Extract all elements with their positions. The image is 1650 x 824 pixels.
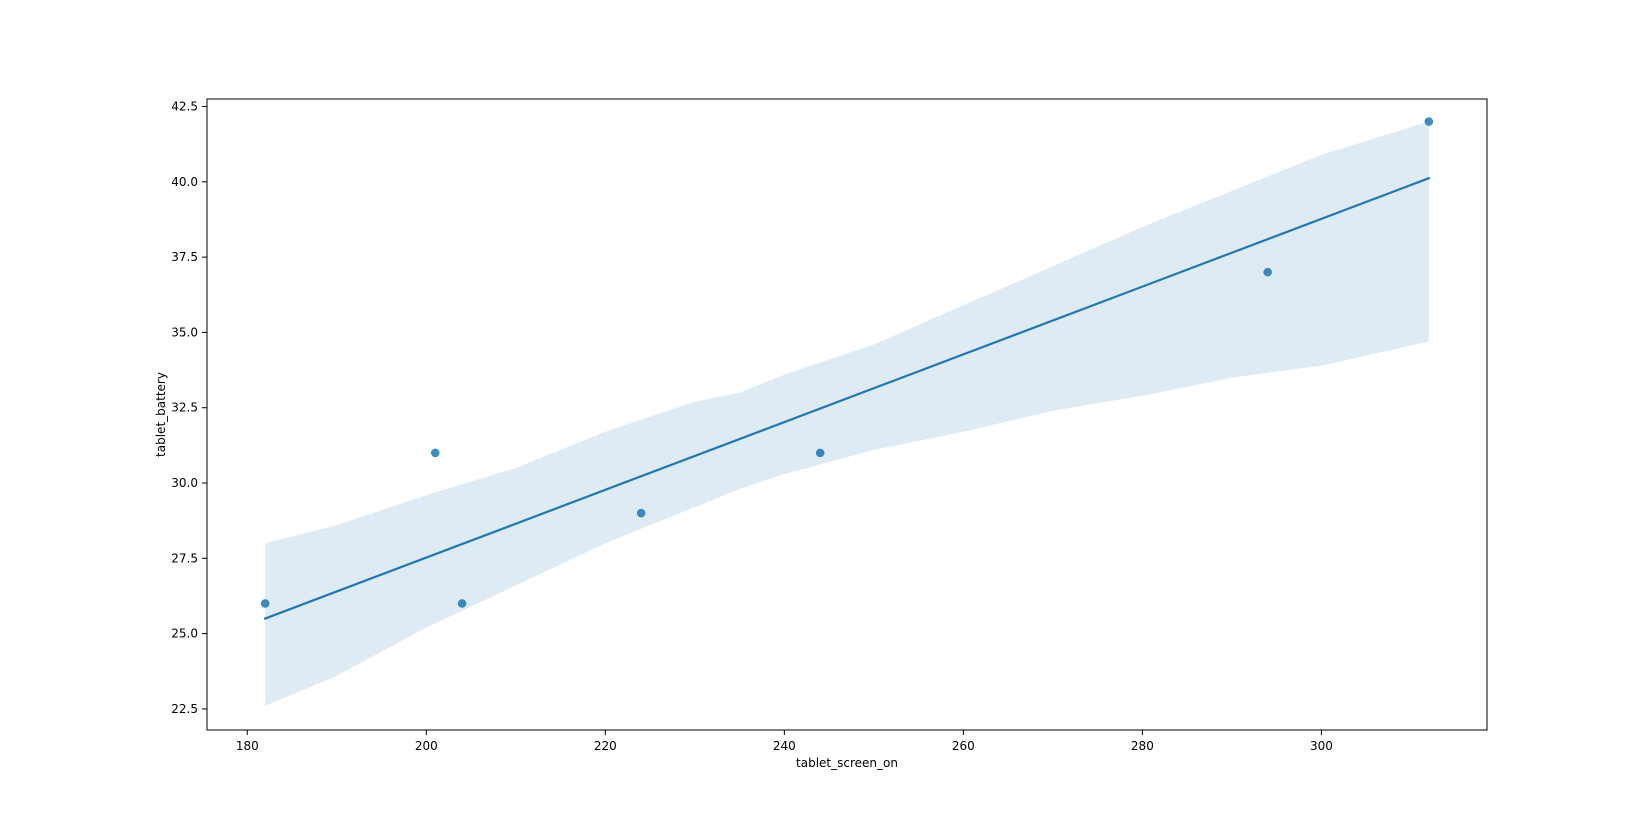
data-point-5 (1263, 267, 1272, 277)
data-point-0 (260, 599, 270, 608)
data-point-3 (636, 508, 646, 518)
data-point-6 (1424, 117, 1434, 126)
y-tick-label: 27.5 (171, 551, 198, 565)
y-tick-label: 35.0 (171, 325, 198, 339)
plot-frame (206, 98, 1488, 731)
regression-line (263, 176, 1431, 620)
y-tick-label: 42.5 (171, 100, 198, 114)
y-tick-label: 22.5 (171, 702, 198, 716)
x-tick-label: 300 (1310, 739, 1333, 753)
confidence-band-layer (265, 121, 1429, 706)
y-tick-label: 37.5 (171, 250, 198, 264)
data-point-2 (457, 599, 467, 608)
x-tick-label: 280 (1131, 739, 1154, 753)
x-tick-label: 180 (236, 739, 259, 753)
x-tick-label: 240 (773, 739, 796, 753)
data-point-1 (431, 448, 440, 458)
y-axis-ticks: 22.5 25.0 27.5 30.0 32.5 35.0 37.5 40.0 42.5 (171, 100, 207, 716)
x-axis-ticks: 180 200 220 240 260 280 300 (236, 730, 1333, 753)
y-tick-label: 32.5 (171, 401, 198, 415)
regression-line-layer (263, 176, 1431, 620)
x-axis-label: tablet_screen_on (796, 756, 898, 770)
confidence-band (265, 121, 1429, 706)
y-tick-label: 25.0 (171, 627, 198, 641)
x-tick-label: 200 (415, 739, 438, 753)
y-axis-label: tablet_battery (154, 372, 168, 457)
y-tick-label: 40.0 (171, 175, 198, 189)
y-tick-label: 30.0 (171, 476, 198, 490)
data-point-4 (815, 448, 825, 458)
x-tick-label: 260 (952, 739, 975, 753)
data-points-layer (260, 117, 1434, 608)
x-tick-label: 220 (594, 739, 617, 753)
